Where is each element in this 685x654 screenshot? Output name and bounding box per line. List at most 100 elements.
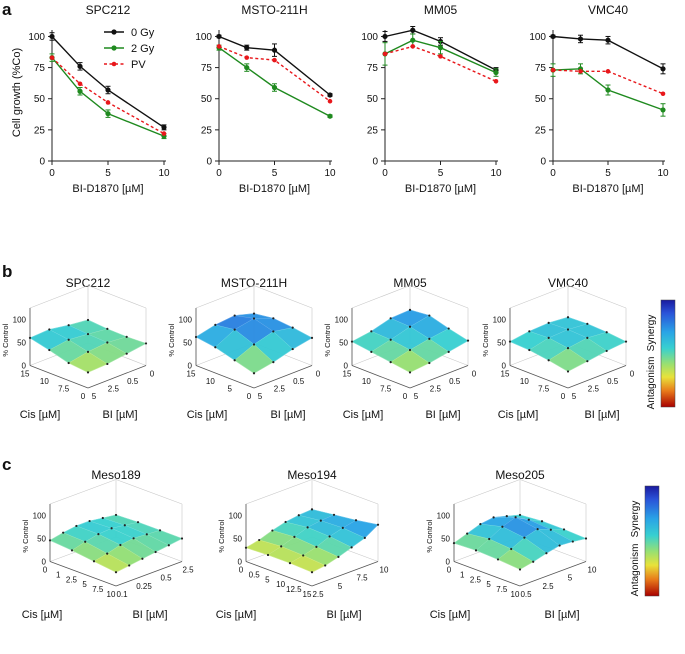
- cis-axis-label: Cis [µM]: [20, 409, 61, 421]
- data-point: [577, 36, 584, 42]
- bi-tick-label: 5: [92, 392, 97, 401]
- z-tick-label: 50: [183, 339, 192, 348]
- data-point: [437, 45, 444, 51]
- surface-node: [547, 359, 550, 362]
- axis-cis: [509, 365, 569, 389]
- surface-node: [141, 557, 144, 560]
- surface-gridline: [311, 509, 379, 525]
- surface-node: [266, 553, 270, 557]
- cis-tick-label: 10: [520, 377, 529, 386]
- cis-tick-label: 10: [511, 590, 520, 599]
- axis-bi: [567, 365, 627, 389]
- surface-gridline: [371, 315, 430, 353]
- surface-gridline: [548, 331, 607, 361]
- data-point: [493, 69, 499, 76]
- surface-node: [280, 545, 283, 548]
- x-tick-label: 5: [272, 168, 278, 179]
- z-tick-label: 50: [497, 339, 506, 348]
- surface-node: [106, 341, 109, 344]
- surface-node: [547, 336, 550, 339]
- surface-node: [376, 523, 380, 526]
- data-point: [105, 100, 111, 105]
- data-point: [216, 33, 222, 40]
- surface-gridline: [267, 514, 335, 556]
- surface-gridline: [298, 514, 365, 539]
- bi-tick-label: 7.5: [356, 574, 368, 583]
- bi-tick-label: 5: [258, 392, 263, 401]
- series-line: [51, 57, 165, 135]
- surface-node: [302, 554, 305, 557]
- box-edge: [311, 479, 379, 505]
- surface-node: [350, 340, 354, 343]
- bi-tick-label: 5: [338, 582, 343, 591]
- surface-node: [106, 362, 109, 366]
- surface-gridline: [371, 331, 430, 364]
- surface-node: [518, 568, 522, 571]
- surface-gridline: [475, 516, 543, 551]
- surface-gridline: [567, 341, 627, 372]
- surface-node: [447, 350, 450, 353]
- box-edge: [253, 285, 313, 309]
- surface-node: [428, 314, 431, 317]
- surface-node: [319, 519, 322, 522]
- surface-gridline: [195, 313, 255, 338]
- y-tick-label: 50: [535, 94, 547, 105]
- data-point: [382, 51, 388, 57]
- chart-title: Meso189: [91, 468, 141, 482]
- cis-axis-label: Cis [µM]: [187, 409, 228, 421]
- surface-node: [194, 335, 198, 339]
- surface-chart-3: VMC40 0 50 100% Control 15 10 7.5 0 0 0.5 2.5 5 Cis …: [481, 276, 635, 421]
- surface-node: [389, 317, 392, 320]
- surface-node: [86, 371, 90, 374]
- surface-node: [532, 560, 535, 563]
- surface-node: [272, 317, 275, 320]
- z-tick-label: 50: [17, 339, 26, 348]
- bi-tick-label: 5: [572, 392, 577, 401]
- surface-node: [97, 533, 100, 536]
- data-point: [49, 33, 55, 40]
- surface-node: [510, 547, 513, 551]
- bi-tick-label: 0: [630, 370, 635, 379]
- x-tick-label: 0: [550, 168, 556, 179]
- chart-title: MM05: [424, 3, 458, 17]
- surface-gridline: [234, 315, 293, 350]
- surface-node: [408, 371, 412, 374]
- line-chart-0: SPC212 0 25 50 75 100 0 5 10 BI-D1870 [µM] Cell gr…: [11, 3, 170, 195]
- z-tick-label: 100: [493, 316, 507, 325]
- surface-node: [125, 335, 128, 338]
- surface-gridline: [259, 539, 326, 566]
- surface-node: [84, 540, 87, 543]
- y-tick-label: 0: [39, 157, 45, 168]
- bi-tick-label: 2.5: [588, 385, 600, 394]
- chart-title: MSTO-211H: [241, 3, 307, 17]
- line-chart-3: VMC40 0 25 50 75 100 0 5 10 BI-D1870 [µM]: [529, 3, 669, 195]
- surface-gridline: [493, 516, 560, 546]
- surface-gridline: [68, 336, 127, 364]
- cis-tick-label: 15: [187, 370, 196, 379]
- bi-tick-label: 0.5: [607, 377, 619, 386]
- y-tick-label: 0: [372, 157, 378, 168]
- surface-gridline: [234, 327, 293, 361]
- surface-gridline: [529, 331, 588, 362]
- surface-node: [528, 330, 531, 333]
- surface-node: [86, 350, 90, 353]
- surface-node: [536, 527, 539, 531]
- colorbar-c: Synergy Antagonism: [630, 485, 660, 596]
- surface-node: [586, 360, 589, 363]
- cis-tick-label: 0: [247, 392, 252, 401]
- colorbar-b: Synergy Antagonism: [646, 299, 676, 409]
- surface-node: [508, 340, 512, 343]
- surface-gridline: [506, 515, 573, 542]
- surface-node: [466, 339, 470, 342]
- bi-tick-label: 10: [588, 566, 597, 575]
- series-line: [384, 45, 497, 82]
- cis-tick-label: 5: [486, 580, 491, 589]
- data-point: [272, 57, 277, 63]
- axis-cis: [29, 365, 89, 389]
- surface-node: [540, 520, 544, 523]
- surface-node: [566, 316, 570, 319]
- cis-axis-label: Cis [µM]: [216, 609, 257, 621]
- bi-tick-label: 0: [472, 370, 477, 379]
- data-point: [161, 131, 167, 136]
- surface-node: [291, 347, 294, 351]
